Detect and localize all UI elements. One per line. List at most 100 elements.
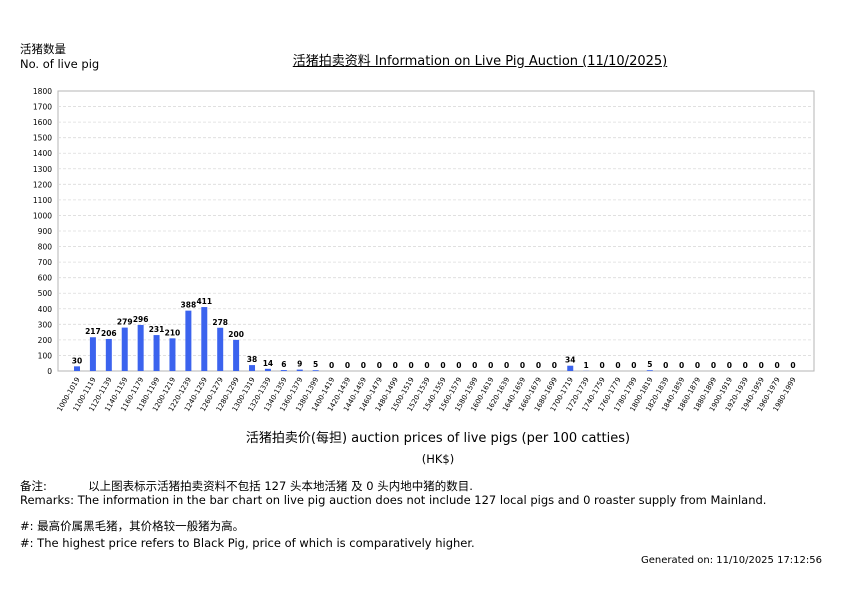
bar — [89, 337, 96, 371]
value-label: 0 — [599, 361, 604, 370]
value-label: 278 — [212, 318, 228, 327]
value-label: 0 — [488, 361, 493, 370]
value-label: 0 — [345, 361, 350, 370]
y-axis-title-en: No. of live pig — [20, 57, 100, 71]
y-tick-label: 1700 — [33, 103, 52, 112]
y-tick-label: 100 — [38, 351, 53, 360]
bars — [74, 307, 653, 371]
y-tick-labels: 0 100 200 300 400 500 600 700 800 900 1000 1100 1200… — [33, 87, 52, 376]
value-label: 0 — [536, 361, 541, 370]
value-label: 34 — [565, 356, 575, 365]
y-tick-label: 700 — [38, 258, 53, 267]
value-label: 5 — [313, 360, 318, 369]
value-label: 296 — [133, 315, 149, 324]
bar — [296, 369, 303, 371]
bar — [233, 339, 240, 371]
grid-lines — [58, 106, 814, 356]
y-tick-label: 800 — [38, 243, 53, 252]
value-label: 210 — [165, 328, 181, 337]
value-label: 30 — [72, 356, 82, 365]
value-label: 0 — [329, 361, 334, 370]
value-label: 0 — [377, 361, 382, 370]
bar — [74, 366, 80, 371]
value-label: 0 — [361, 361, 366, 370]
value-label: 0 — [456, 361, 461, 370]
remark-zh-text: 以上图表标示活猪拍卖资料不包括 127 头本地活猪 及 0 头内地中猪的数目. — [88, 479, 473, 493]
x-tick-labels: 1000-10191100-11191120-11391140-11591160… — [56, 376, 798, 413]
value-label: 0 — [759, 361, 764, 370]
y-tick-label: 200 — [38, 336, 53, 345]
value-label: 0 — [711, 361, 716, 370]
hash-note-en: #: The highest price refers to Black Pig… — [20, 536, 475, 550]
value-label: 231 — [149, 325, 165, 334]
value-label: 388 — [181, 301, 197, 310]
y-tick-label: 1500 — [33, 134, 52, 143]
bar — [169, 338, 176, 371]
remark-zh-label: 备注: — [20, 479, 47, 493]
value-label: 0 — [679, 361, 684, 370]
value-label: 0 — [520, 361, 525, 370]
value-label: 6 — [281, 360, 286, 369]
generated-timestamp: Generated on: 11/10/2025 17:12:56 — [641, 555, 822, 566]
y-tick-label: 1300 — [33, 165, 52, 174]
value-label: 0 — [774, 361, 779, 370]
y-tick-label: 400 — [38, 305, 53, 314]
remark-en: Remarks: The information in the bar char… — [20, 493, 767, 507]
y-tick-label: 1800 — [33, 87, 52, 96]
value-label: 14 — [263, 359, 273, 368]
value-label: 0 — [615, 361, 620, 370]
chart-title: 活猪拍卖资料 Information on Live Pig Auction (… — [292, 54, 668, 69]
x-axis-unit: (HK$) — [421, 452, 455, 466]
bar — [280, 370, 287, 371]
value-label: 206 — [101, 329, 117, 338]
y-axis-title: 活猪数量 No. of live pig — [20, 42, 99, 72]
bar — [264, 368, 271, 371]
value-label: 38 — [247, 355, 257, 364]
value-label: 0 — [440, 361, 445, 370]
bar — [249, 365, 256, 371]
value-label: 0 — [727, 361, 732, 370]
bar — [153, 335, 160, 371]
bar — [201, 307, 208, 371]
value-label: 9 — [297, 360, 302, 369]
y-tick-label: 1100 — [33, 196, 52, 205]
value-label: 0 — [790, 361, 795, 370]
value-label: 200 — [228, 330, 244, 339]
y-tick-label: 0 — [47, 367, 52, 376]
y-tick-label: 1400 — [33, 149, 52, 158]
value-label: 217 — [85, 327, 101, 336]
hash-note-zh: #: 最高价属黑毛猪，其价格较一般猪为高。 — [20, 519, 245, 533]
value-label: 0 — [409, 361, 414, 370]
value-label: 0 — [631, 361, 636, 370]
y-tick-label: 1200 — [33, 180, 52, 189]
x-axis-title: 活猪拍卖价(每担) auction prices of live pigs (p… — [245, 431, 631, 446]
bar — [185, 310, 192, 371]
value-label: 0 — [552, 361, 557, 370]
bar — [646, 370, 653, 371]
y-tick-label: 600 — [38, 274, 53, 283]
value-label: 1 — [584, 361, 589, 370]
value-label: 0 — [393, 361, 398, 370]
y-axis-title-zh: 活猪数量 — [20, 42, 66, 56]
bar — [217, 327, 224, 371]
bar-chart: 0100200300400500600700800900100011001200… — [33, 87, 815, 413]
y-tick-label: 500 — [38, 289, 53, 298]
value-label: 0 — [472, 361, 477, 370]
value-label: 279 — [117, 318, 133, 327]
bar — [121, 327, 128, 371]
bar — [105, 338, 112, 371]
value-label: 411 — [196, 297, 212, 306]
remark-zh: 备注: 以上图表标示活猪拍卖资料不包括 127 头本地活猪 及 0 头内地中猪的… — [20, 478, 473, 494]
bar — [137, 324, 144, 371]
y-tick-label: 900 — [38, 227, 53, 236]
y-tick-label: 300 — [38, 320, 53, 329]
value-label: 0 — [663, 361, 668, 370]
y-tick-label: 1000 — [33, 211, 52, 220]
value-label: 5 — [647, 360, 652, 369]
y-tick-label: 1600 — [33, 118, 52, 127]
value-label: 0 — [695, 361, 700, 370]
value-label: 0 — [424, 361, 429, 370]
bar — [567, 365, 574, 371]
value-label: 0 — [504, 361, 509, 370]
